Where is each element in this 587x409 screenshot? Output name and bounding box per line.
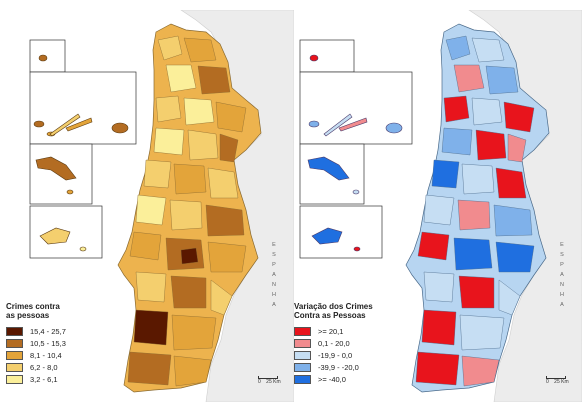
legend-swatch (6, 326, 23, 336)
legend-label: -39,9 - -20,0 (318, 362, 359, 372)
legend-swatch (6, 338, 23, 348)
legend-swatch (6, 374, 23, 384)
crimes-map (29, 10, 294, 402)
crimes-island-shapes (33, 54, 129, 252)
variation-legend: Variação dos Crimes Contra as Pessoas >=… (294, 302, 373, 385)
legend-swatch (294, 350, 311, 360)
scale-distance: 25 Km (266, 379, 281, 385)
crimes-map-panel: Crimes contra as pessoas 15,4 - 25,7 10,… (6, 10, 294, 402)
legend-swatch (294, 326, 311, 336)
legend-label: 0,1 - 20,0 (318, 338, 350, 348)
legend-swatch (294, 374, 311, 384)
legend-swatch (6, 350, 23, 360)
legend-label: -19,9 - 0,0 (318, 350, 353, 360)
legend-row: 10,5 - 15,3 (6, 337, 66, 349)
variation-map (299, 10, 582, 402)
legend-row: 8,1 - 10,4 (6, 349, 66, 361)
legend-label: 15,4 - 25,7 (30, 326, 66, 336)
legend-label: 10,5 - 15,3 (30, 338, 66, 348)
variation-island-insets (299, 39, 413, 259)
scale-bar-line (546, 376, 566, 379)
variation-legend-title: Variação dos Crimes Contra as Pessoas (294, 302, 373, 320)
scale-zero: 0 (546, 379, 549, 385)
legend-label: >= -40,0 (318, 374, 346, 384)
legend-label: 8,1 - 10,4 (30, 350, 62, 360)
spain-label: E S P A N H A (272, 242, 276, 308)
legend-swatch (294, 338, 311, 348)
legend-row: 3,2 - 6,1 (6, 373, 66, 385)
variation-scale-bar: 0 25 Km (546, 376, 569, 385)
legend-row: -19,9 - 0,0 (294, 349, 373, 361)
scale-distance: 25 Km (554, 379, 569, 385)
variation-island-shapes (307, 54, 403, 252)
legend-label: 3,2 - 6,1 (30, 374, 58, 384)
legend-row: 6,2 - 8,0 (6, 361, 66, 373)
legend-row: -39,9 - -20,0 (294, 361, 373, 373)
variation-map-panel: Variação dos Crimes Contra as Pessoas >=… (294, 10, 582, 402)
legend-label: >= 20,1 (318, 326, 344, 336)
spain-label: E S P A N H A (560, 242, 564, 308)
crimes-island-insets (29, 39, 137, 259)
scale-bar-line (258, 376, 278, 379)
legend-swatch (294, 362, 311, 372)
legend-row: >= -40,0 (294, 373, 373, 385)
legend-row: 15,4 - 25,7 (6, 325, 66, 337)
legend-label: 6,2 - 8,0 (30, 362, 58, 372)
scale-zero: 0 (258, 379, 261, 385)
variation-region-patches (415, 35, 535, 387)
crimes-legend-title: Crimes contra as pessoas (6, 302, 60, 320)
crimes-region-patches (127, 35, 247, 387)
crimes-legend: Crimes contra as pessoas 15,4 - 25,7 10,… (6, 302, 66, 385)
legend-swatch (6, 362, 23, 372)
legend-row: 0,1 - 20,0 (294, 337, 373, 349)
crimes-scale-bar: 0 25 Km (258, 376, 281, 385)
legend-row: >= 20,1 (294, 325, 373, 337)
